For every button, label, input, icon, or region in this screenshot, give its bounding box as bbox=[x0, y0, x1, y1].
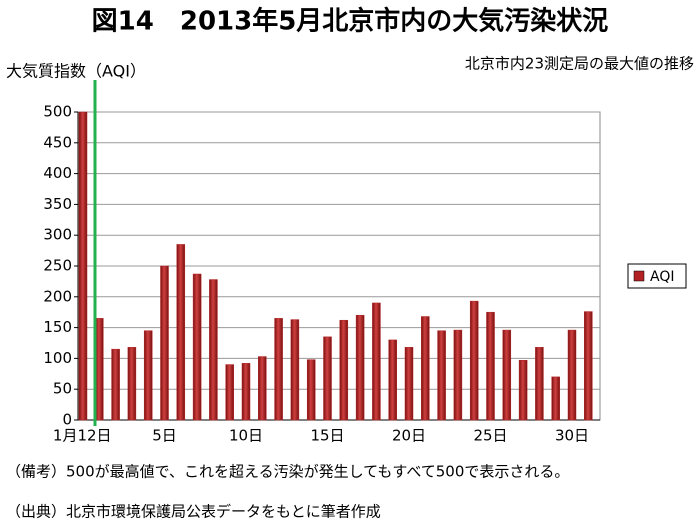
bar bbox=[258, 356, 267, 421]
bar bbox=[241, 363, 251, 421]
y-tick-label: 400 bbox=[43, 164, 72, 182]
bar bbox=[551, 376, 560, 421]
y-tick-label: 500 bbox=[43, 103, 72, 121]
y-tick-label: 250 bbox=[43, 257, 72, 275]
bar bbox=[274, 318, 283, 421]
bar bbox=[453, 329, 463, 421]
bar bbox=[437, 330, 446, 421]
bar bbox=[469, 300, 479, 421]
x-tick-label: 5日 bbox=[152, 427, 177, 445]
bar bbox=[306, 359, 316, 421]
legend-label: AQI bbox=[650, 269, 674, 285]
y-tick-label: 450 bbox=[43, 133, 72, 151]
bar bbox=[518, 359, 528, 421]
bar bbox=[143, 330, 153, 421]
bar bbox=[176, 244, 186, 421]
y-axis-label: 大気質指数（AQI） bbox=[6, 62, 146, 81]
bar bbox=[388, 339, 397, 421]
bar bbox=[421, 316, 430, 421]
bar bbox=[160, 265, 169, 421]
bar bbox=[290, 319, 300, 421]
note: （備考）500が最高値で、これを超える汚染が発生してもすべて500で表示される。 bbox=[6, 463, 569, 481]
y-tick-label: 100 bbox=[43, 349, 72, 367]
bar bbox=[567, 329, 577, 421]
bar bbox=[209, 279, 218, 421]
y-tick-label: 200 bbox=[43, 287, 72, 305]
bar bbox=[355, 315, 365, 421]
bar bbox=[502, 329, 512, 421]
bar bbox=[372, 302, 381, 421]
x-tick-label: 20日 bbox=[392, 427, 426, 445]
y-tick-label: 350 bbox=[43, 195, 72, 213]
bar bbox=[127, 347, 137, 421]
bar bbox=[192, 273, 202, 421]
bar bbox=[535, 347, 544, 421]
bar bbox=[486, 311, 495, 421]
note: （出典）北京市環境保護局公表データをもとに筆者作成 bbox=[6, 503, 381, 521]
bar bbox=[404, 347, 414, 421]
bar bbox=[339, 319, 349, 421]
x-tick-label: 15日 bbox=[310, 427, 344, 445]
x-tick-label: 30日 bbox=[555, 427, 589, 445]
x-tick-label: 2日 bbox=[87, 427, 112, 445]
bar bbox=[78, 111, 88, 421]
y-tick-label: 150 bbox=[43, 318, 72, 336]
bar bbox=[584, 311, 593, 421]
chart-title: 図14 2013年5月北京市内の大気汚染状況 bbox=[92, 6, 609, 37]
x-tick-label: 10日 bbox=[229, 427, 263, 445]
legend-swatch bbox=[633, 270, 645, 282]
bar bbox=[111, 348, 120, 421]
y-tick-label: 50 bbox=[53, 380, 72, 398]
bar bbox=[323, 336, 332, 421]
y-tick-label: 300 bbox=[43, 226, 72, 244]
x-tick-label: 1月1 bbox=[53, 427, 87, 445]
bar bbox=[225, 364, 234, 421]
subtitle: 北京市内23測定局の最大値の推移 bbox=[465, 55, 694, 73]
x-tick-label: 25日 bbox=[473, 427, 507, 445]
y-tick-label: 0 bbox=[62, 411, 72, 429]
